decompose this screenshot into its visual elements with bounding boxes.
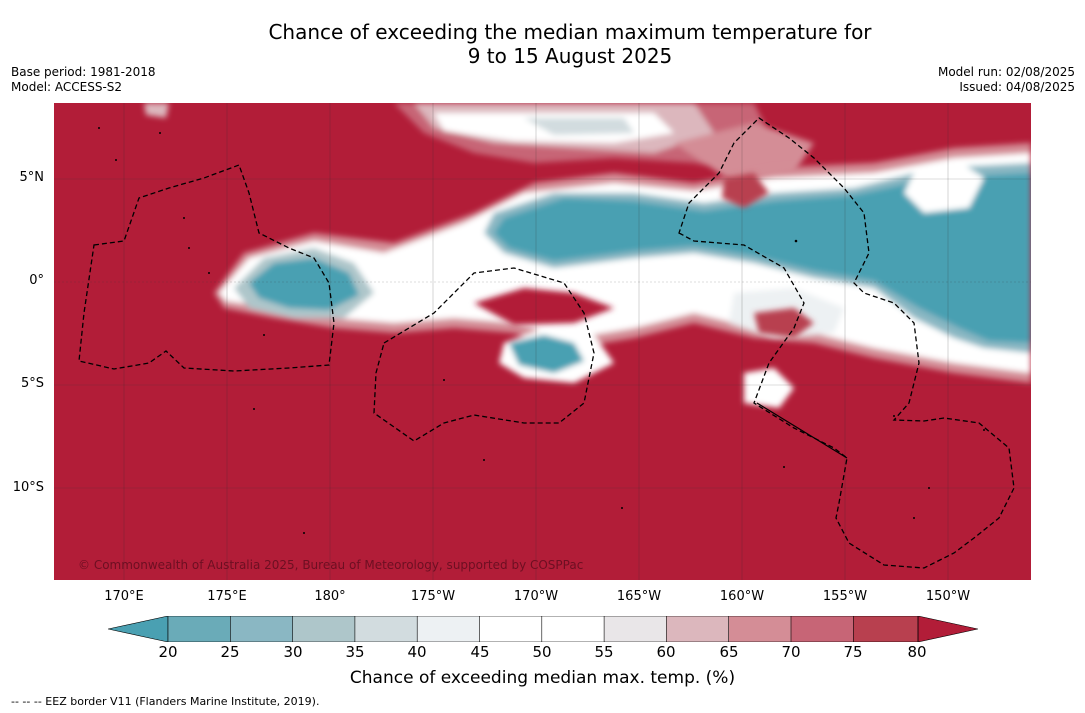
- colorbar-cell-10: [728, 616, 791, 642]
- colorbar-cell-2: [230, 616, 293, 642]
- lon-label-170w: 170°W: [513, 589, 559, 604]
- colorbar-cell-1: [168, 616, 231, 642]
- meta-right: Model run: 02/08/2025 Issued: 04/08/2025: [938, 65, 1075, 95]
- colorbar-cell-9: [666, 616, 729, 642]
- lon-label-180: 180°: [314, 589, 346, 604]
- lat-label-10s: 10°S: [12, 480, 44, 495]
- islands: [98, 127, 985, 534]
- lon-label-175w: 175°W: [410, 589, 456, 604]
- colorbar-tick-65: 65: [719, 643, 739, 661]
- colorbar-cell-4: [354, 616, 418, 642]
- colorbar-tick-25: 25: [220, 643, 240, 661]
- lat-label-0: 0°: [29, 273, 44, 288]
- lon-label-150w: 150°W: [925, 589, 971, 604]
- colorbar-tick-40: 40: [407, 643, 427, 661]
- title-line-1: Chance of exceeding the median maximum t…: [268, 20, 872, 44]
- lon-label-165w: 165°W: [616, 589, 662, 604]
- copyright-notice: © Commonwealth of Australia 2025, Bureau…: [78, 558, 584, 572]
- eez-borders: [78, 117, 1015, 569]
- eez-legend-note: -- -- -- EEZ border V11 (Flanders Marine…: [11, 695, 320, 708]
- colorbar-tick-55: 55: [594, 643, 614, 661]
- issued-date: Issued: 04/08/2025: [959, 80, 1075, 94]
- lon-label-160w: 160°W: [719, 589, 765, 604]
- map-graticule: [54, 103, 1031, 580]
- colorbar-tick-75: 75: [843, 643, 863, 661]
- lon-label-175e: 175°E: [207, 589, 247, 604]
- lat-label-5s: 5°S: [20, 376, 44, 391]
- title-line-2: 9 to 15 August 2025: [467, 44, 673, 68]
- colorbar-cell-6: [479, 616, 542, 642]
- colorbar-cell-3: [292, 616, 355, 642]
- colorbar-cell-11: [791, 616, 854, 642]
- meta-left: Base period: 1981-2018 Model: ACCESS-S2: [11, 65, 156, 95]
- colorbar-tick-50: 50: [532, 643, 552, 661]
- map-field: [54, 103, 1031, 580]
- equatorial-band: [214, 143, 1031, 408]
- model-name: Model: ACCESS-S2: [11, 80, 123, 94]
- colorbar-low-arrow: [108, 616, 169, 642]
- colorbar-cell-7: [541, 616, 605, 642]
- eez-solid-segment: [756, 402, 848, 459]
- model-run: Model run: 02/08/2025: [937, 65, 1075, 79]
- colorbar-tick-70: 70: [781, 643, 801, 661]
- colorbar-tick-60: 60: [656, 643, 676, 661]
- lon-label-155w: 155°W: [822, 589, 868, 604]
- colorbar-tick-30: 30: [283, 643, 303, 661]
- colorbar-cell-5: [417, 616, 480, 642]
- colorbar-high-arrow: [917, 616, 978, 642]
- colorbar-tick-45: 45: [470, 643, 490, 661]
- northern-pale-zone: [144, 103, 814, 183]
- colorbar-tick-80: 80: [907, 643, 927, 661]
- colorbar-cell-8: [604, 616, 667, 642]
- map-title: Chance of exceeding the median maximum t…: [0, 20, 1085, 68]
- lat-label-5n: 5°N: [19, 170, 45, 185]
- colorbar-cell-12: [853, 616, 918, 642]
- warm-pockets: [474, 173, 814, 338]
- colorbar-dividers: [167, 616, 919, 642]
- base-period: Base period: 1981-2018: [11, 65, 156, 79]
- colorbar: [108, 616, 978, 642]
- colorbar-tick-35: 35: [345, 643, 365, 661]
- forecast-map: [54, 103, 1031, 580]
- lon-label-170e: 170°E: [104, 589, 144, 604]
- colorbar-tick-20: 20: [158, 643, 178, 661]
- colorbar-label: Chance of exceeding median max. temp. (%…: [349, 668, 736, 688]
